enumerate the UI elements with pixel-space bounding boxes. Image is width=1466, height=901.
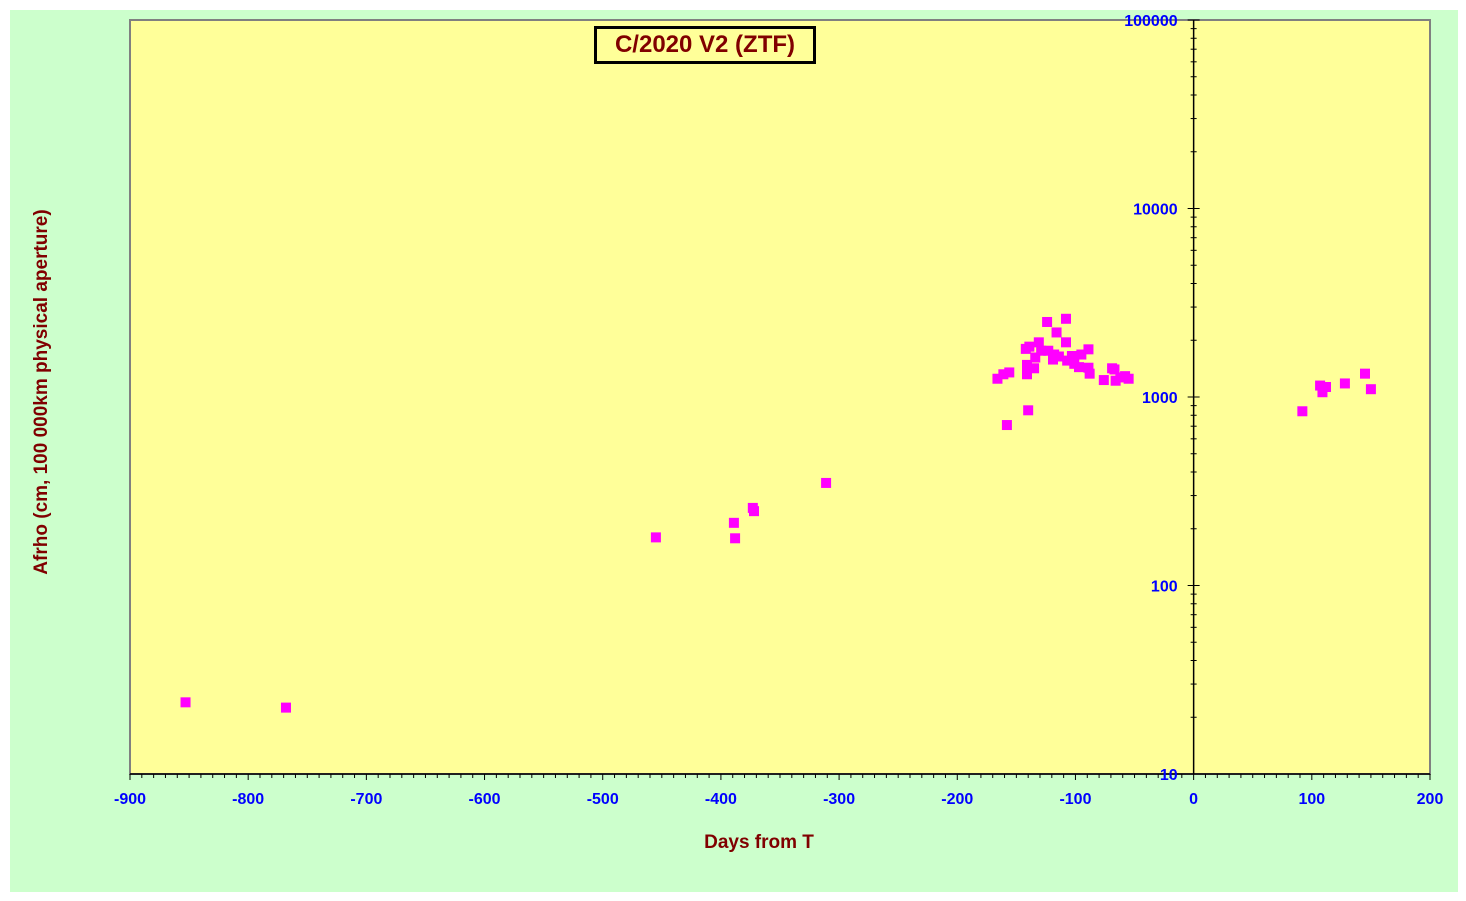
x-tick-label: 0 [1189,791,1198,808]
x-tick-label: 100 [1298,791,1325,808]
x-tick-label: -800 [232,791,264,808]
data-point [1321,381,1331,392]
y-tick-label: 100 [1151,579,1178,596]
data-point [821,477,832,488]
data-point [998,369,1009,380]
data-point [180,697,191,708]
data-point [1022,359,1032,370]
data-point [1023,405,1034,416]
y-tick-label: 100000 [1124,13,1177,30]
data-point [1030,352,1041,363]
data-point [1297,406,1308,417]
data-point [1036,345,1047,356]
data-point [1365,384,1376,395]
x-tick-label: -300 [823,791,855,808]
x-tick-label: -200 [941,791,973,808]
y-axis-title: Afrho (cm, 100 000km physical aperture) [31,209,52,574]
data-point [1001,420,1012,431]
y-tick-label: 10 [1160,767,1178,784]
data-point [1098,375,1109,386]
data-point [1317,387,1328,398]
chart-title: C/2020 V2 (ZTF) [614,31,796,58]
plot-area [129,19,1431,775]
data-point [1123,373,1134,384]
chart-svg: -900 -800 -700 -600 -500 -400 -300 -200 -100 0 100… [31,13,1443,853]
data-point [1083,362,1094,373]
data-point [1066,351,1077,362]
data-point [1043,345,1054,356]
data-point [749,506,759,517]
x-tick-label: -700 [350,791,382,808]
data-point [1048,354,1058,365]
x-tick-label: -100 [1059,791,1091,808]
data-points [180,313,1376,713]
data-point [1061,313,1071,324]
x-tick-label: -900 [114,791,146,808]
data-point [1004,367,1015,378]
data-point [1024,341,1035,352]
y-tick-label: 1000 [1142,390,1178,407]
data-point [1315,380,1326,391]
x-tick-label: -600 [469,791,501,808]
data-point [1051,327,1062,338]
data-point [1109,364,1120,375]
data-point [728,517,739,528]
chart-area: -900 -800 -700 -600 -500 -400 -300 -200 -100 0 100… [10,10,1458,892]
data-point [1339,378,1350,389]
data-point [1074,362,1084,373]
data-point [992,373,1003,384]
data-point [1029,363,1040,374]
data-point [1053,351,1064,362]
y-tick-label: 10000 [1133,202,1178,219]
x-axis-title: Days from T [704,832,814,853]
data-point [1042,316,1053,327]
x-tick-label: -400 [705,791,737,808]
data-point [730,533,741,544]
x-tick-label: 200 [1417,791,1444,808]
data-point [1076,349,1087,360]
data-point [1084,368,1095,379]
data-point [650,532,661,543]
axes-layer: -900 -800 -700 -600 -500 -400 -300 -200 -100 0 100… [114,13,1443,808]
chart-title-box: C/2020 V2 (ZTF) [594,26,816,64]
data-point [1061,337,1071,348]
data-point [1022,369,1032,380]
data-point [1083,344,1094,355]
data-point [1033,337,1044,348]
x-tick-label: -500 [587,791,619,808]
data-point [281,702,291,713]
data-point [1360,368,1370,379]
